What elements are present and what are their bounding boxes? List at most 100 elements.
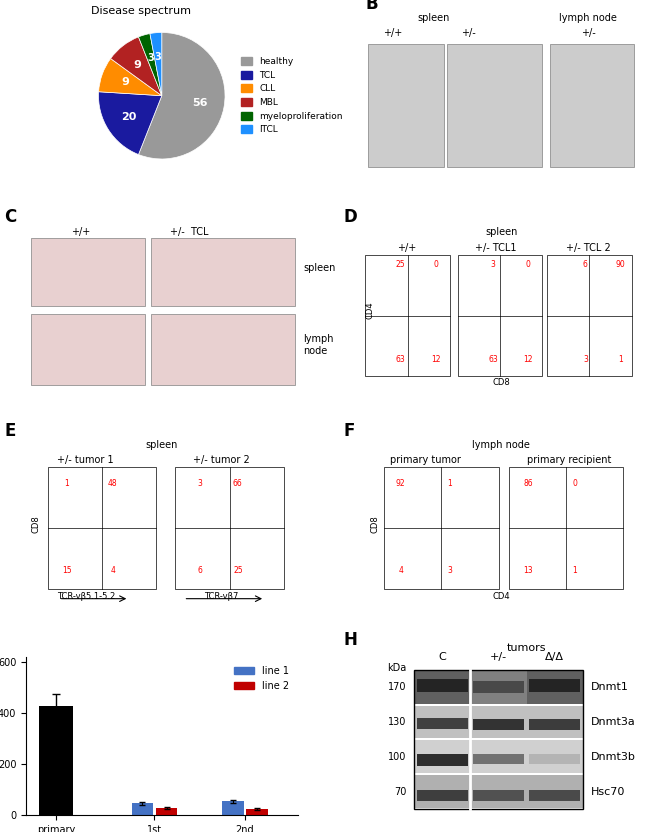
Bar bbox=[473, 754, 524, 764]
Bar bbox=[526, 671, 582, 704]
Text: 3: 3 bbox=[491, 260, 495, 270]
Text: 92: 92 bbox=[396, 478, 406, 488]
Bar bbox=[47, 468, 157, 589]
Text: 25: 25 bbox=[233, 566, 242, 575]
Text: 4: 4 bbox=[398, 566, 403, 575]
Text: 56: 56 bbox=[192, 98, 208, 108]
Bar bbox=[471, 775, 526, 808]
Bar bbox=[384, 468, 499, 589]
Text: 6: 6 bbox=[583, 260, 588, 270]
Bar bbox=[529, 790, 580, 801]
Bar bbox=[473, 719, 524, 730]
Text: D: D bbox=[344, 208, 358, 226]
Bar bbox=[365, 255, 450, 376]
Wedge shape bbox=[99, 92, 162, 155]
Text: 48: 48 bbox=[108, 478, 118, 488]
Bar bbox=[414, 704, 582, 706]
Wedge shape bbox=[150, 32, 162, 96]
Text: 3: 3 bbox=[583, 355, 588, 364]
Bar bbox=[414, 706, 471, 739]
Text: lymph node: lymph node bbox=[559, 13, 617, 23]
Bar bbox=[176, 468, 284, 589]
Bar bbox=[526, 706, 582, 739]
Text: F: F bbox=[344, 422, 355, 440]
Text: 63: 63 bbox=[488, 355, 498, 364]
Text: 63: 63 bbox=[396, 355, 406, 364]
Legend: line 1, line 2: line 1, line 2 bbox=[231, 662, 292, 695]
Text: H: H bbox=[344, 631, 358, 649]
Text: TCR-vβ5.1-5.2: TCR-vβ5.1-5.2 bbox=[57, 592, 115, 601]
Bar bbox=[414, 773, 582, 775]
Text: +/-: +/- bbox=[490, 652, 507, 662]
Bar bbox=[550, 43, 634, 167]
Text: +/+: +/+ bbox=[71, 227, 90, 237]
Text: Δ/Δ: Δ/Δ bbox=[545, 652, 564, 662]
Bar bbox=[151, 238, 295, 306]
Bar bbox=[156, 808, 177, 815]
Bar bbox=[31, 314, 146, 385]
Text: C: C bbox=[5, 208, 16, 226]
Text: CD8: CD8 bbox=[31, 515, 40, 532]
Text: 66: 66 bbox=[233, 478, 242, 488]
Legend: healthy, TCL, CLL, MBL, myeloproliferation, ITCL: healthy, TCL, CLL, MBL, myeloproliferati… bbox=[237, 53, 346, 138]
Text: CD8: CD8 bbox=[371, 515, 380, 532]
Text: E: E bbox=[5, 422, 16, 440]
Bar bbox=[417, 680, 467, 691]
Text: spleen: spleen bbox=[146, 440, 178, 450]
Bar bbox=[458, 255, 542, 376]
Text: primary recipient: primary recipient bbox=[527, 454, 611, 464]
Text: +/+: +/+ bbox=[396, 243, 416, 253]
Bar bbox=[471, 671, 526, 704]
Bar bbox=[151, 314, 295, 385]
Text: 1: 1 bbox=[64, 478, 69, 488]
Text: 12: 12 bbox=[432, 355, 441, 364]
Text: lymph node: lymph node bbox=[473, 440, 530, 450]
Text: 100: 100 bbox=[388, 752, 406, 762]
Text: 3: 3 bbox=[198, 478, 202, 488]
Bar bbox=[526, 775, 582, 808]
Text: 3: 3 bbox=[148, 53, 154, 63]
Bar bbox=[417, 718, 467, 729]
Text: Disease spectrum: Disease spectrum bbox=[90, 6, 190, 16]
Text: 4: 4 bbox=[111, 566, 115, 575]
Text: spleen: spleen bbox=[485, 227, 517, 237]
Text: 12: 12 bbox=[524, 355, 533, 364]
Text: Dnmt3a: Dnmt3a bbox=[591, 717, 636, 727]
Bar bbox=[447, 43, 542, 167]
Text: +/-: +/- bbox=[580, 27, 595, 37]
Text: tumors: tumors bbox=[507, 643, 546, 653]
Text: +/- TCL1: +/- TCL1 bbox=[475, 243, 517, 253]
Bar bbox=[471, 740, 526, 773]
Text: Dnmt3b: Dnmt3b bbox=[591, 752, 636, 762]
Wedge shape bbox=[99, 58, 162, 96]
Bar bbox=[131, 803, 153, 815]
Bar bbox=[246, 809, 268, 815]
Text: Hsc70: Hsc70 bbox=[591, 786, 625, 796]
Bar bbox=[222, 801, 244, 815]
Bar bbox=[473, 681, 524, 693]
Bar bbox=[529, 680, 580, 691]
Bar bbox=[39, 706, 73, 815]
Text: C: C bbox=[439, 652, 447, 662]
Text: +/- TCL 2: +/- TCL 2 bbox=[566, 243, 610, 253]
Wedge shape bbox=[138, 32, 225, 159]
Bar bbox=[547, 255, 632, 376]
Text: 0: 0 bbox=[434, 260, 439, 270]
Bar bbox=[473, 790, 524, 801]
Text: 15: 15 bbox=[62, 566, 72, 575]
Text: 0: 0 bbox=[526, 260, 531, 270]
Bar bbox=[414, 670, 582, 809]
Text: 86: 86 bbox=[523, 478, 533, 488]
Bar bbox=[414, 671, 471, 704]
Wedge shape bbox=[138, 33, 162, 96]
Text: B: B bbox=[365, 0, 378, 12]
Text: CD8: CD8 bbox=[492, 379, 510, 387]
Text: 170: 170 bbox=[387, 682, 406, 692]
Text: Dnmt1: Dnmt1 bbox=[591, 682, 629, 692]
Text: 1: 1 bbox=[618, 355, 623, 364]
Text: TCR-vβ7: TCR-vβ7 bbox=[204, 592, 239, 601]
Text: 3: 3 bbox=[447, 566, 452, 575]
Bar bbox=[529, 719, 580, 730]
Bar bbox=[414, 775, 471, 808]
Text: 25: 25 bbox=[396, 260, 406, 270]
